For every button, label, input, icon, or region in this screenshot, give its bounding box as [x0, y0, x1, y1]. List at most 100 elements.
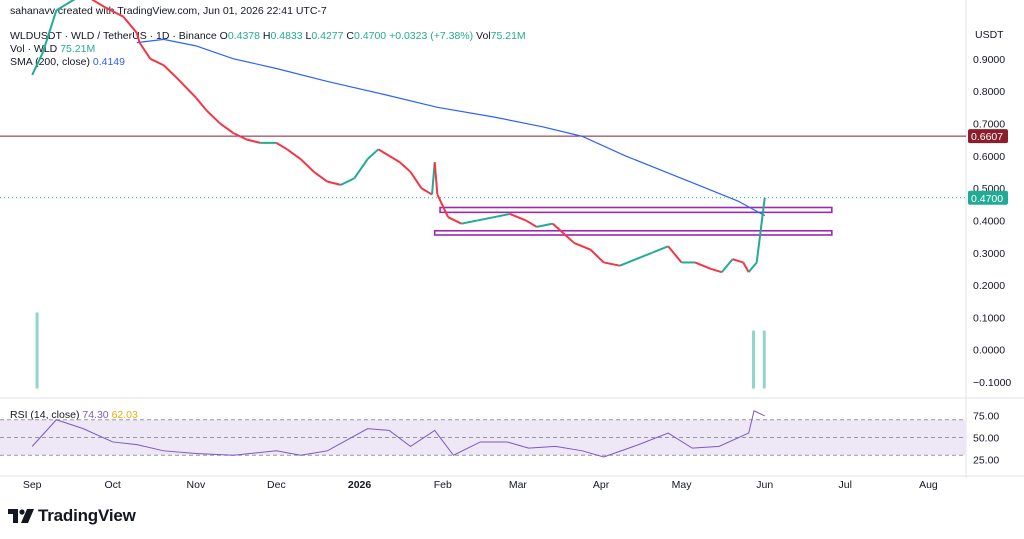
close-value: 0.4700: [354, 30, 387, 42]
low-label: L: [305, 30, 312, 42]
price-segment: [246, 138, 261, 144]
price-series-group: [31, 0, 766, 274]
price-segment: [651, 245, 669, 254]
rsi-lines: [31, 410, 765, 458]
vol-value: 75.21M: [490, 30, 526, 42]
price-tick-label: 0.6000: [973, 151, 1005, 163]
price-segment: [710, 267, 723, 274]
rsi-band: [0, 419, 966, 456]
time-tick-label: Feb: [434, 479, 452, 491]
price-tick-label: 0.9000: [973, 54, 1005, 66]
price-segment: [589, 248, 605, 264]
price-tick-label: 0.8000: [973, 86, 1005, 98]
price-tags: 0.6607 0.4700: [968, 129, 1008, 205]
last-price-tag-label: 0.4700: [971, 193, 1003, 205]
time-tick-label: 2026: [348, 479, 372, 491]
resistance-price-tag: [968, 129, 1008, 144]
price-segment: [477, 216, 494, 222]
rsi-value: 74.30: [82, 409, 109, 421]
price-tick-label: 0.7000: [973, 118, 1005, 130]
ohlc-legend: WLDUSDT · WLD / TetherUS · 1D · Binance …: [10, 30, 526, 42]
price-segment: [41, 9, 58, 53]
price-segment: [447, 216, 462, 225]
price-segment: [409, 171, 423, 189]
sma-label: SMA (200, close): [10, 56, 90, 68]
price-segment: [603, 261, 621, 267]
price-segment: [552, 222, 565, 235]
vol-label: Vol: [476, 30, 491, 42]
price-segment: [275, 141, 288, 151]
chart-credit: sahanavv created with TradingView.com, J…: [10, 5, 327, 17]
tradingview-logo-icon: [8, 509, 34, 523]
price-segment: [205, 109, 221, 125]
price-segment: [619, 258, 637, 267]
price-segment: [176, 77, 197, 99]
price-segment: [233, 132, 248, 141]
time-tick-label: Nov: [187, 479, 206, 491]
sma-value: 0.4149: [92, 56, 125, 68]
time-tick-label: Sep: [23, 479, 42, 491]
price-segment: [573, 242, 591, 251]
tradingview-logo-text: TradingView: [38, 506, 136, 525]
price-segment: [461, 219, 478, 225]
price-segment: [31, 51, 44, 76]
time-tick-label: Mar: [509, 479, 528, 491]
price-tick-label: 0.2000: [973, 280, 1005, 292]
open-label: O: [219, 30, 228, 42]
chart-borders: [0, 0, 1024, 478]
symbol-title[interactable]: WLDUSDT · WLD / TetherUS · 1D · Binance: [10, 30, 217, 42]
price-segment: [195, 96, 208, 112]
price-segment: [138, 42, 152, 60]
resistance-price-tag-label: 0.6607: [971, 131, 1003, 143]
price-axis: USDT0.90000.80000.70000.60000.50000.4000…: [973, 29, 1011, 389]
price-tick-label: 0.3000: [973, 248, 1005, 260]
price-segment: [747, 261, 758, 273]
time-axis: Sep Oct Nov Dec 2026 Feb Mar Apr May Jun Jul Aug: [23, 479, 938, 491]
price-tick-label: 0.1000: [973, 312, 1005, 324]
price-segment: [420, 187, 433, 196]
price-segment: [433, 162, 439, 195]
price-segment: [694, 261, 712, 270]
sma-line: [136, 38, 766, 217]
rsi-tick-label: 50.00: [973, 433, 999, 445]
high-label: H: [262, 30, 271, 42]
open-value: 0.4378: [227, 30, 260, 42]
price-segment: [313, 171, 328, 183]
price-zone-box: [433, 229, 833, 236]
time-tick-label: Dec: [267, 479, 286, 491]
sma-legend[interactable]: SMA (200, close) 0.4149: [10, 56, 125, 68]
price-segment: [536, 222, 553, 228]
price-segment: [149, 57, 165, 67]
last-price-tag: [968, 190, 1008, 205]
price-segment: [667, 245, 683, 264]
price-segment: [104, 6, 124, 18]
price-segment: [135, 32, 141, 43]
volume-indicator-value: 75.21M: [60, 43, 96, 55]
price-segment: [353, 158, 369, 179]
time-tick-label: Oct: [105, 479, 121, 491]
time-tick-label: Aug: [919, 479, 938, 491]
rsi-label: RSI (14, close): [10, 409, 80, 421]
price-segment: [562, 232, 575, 244]
price-segment: [90, 0, 106, 8]
volume-bars: [35, 312, 766, 389]
rsi-axis: 75.00 50.00 25.00: [973, 410, 999, 466]
price-segment: [436, 194, 450, 218]
price-segment: [286, 148, 302, 160]
change-value: +0.0323 (+7.38%): [389, 30, 474, 42]
price-segment: [755, 197, 766, 263]
price-segment: [122, 16, 138, 34]
price-segment: [327, 180, 342, 186]
price-segment: [399, 161, 412, 173]
price-segment: [388, 154, 401, 164]
rsi-legend[interactable]: RSI (14, close) 74.30 62.03: [10, 409, 138, 421]
price-segment: [732, 258, 744, 264]
price-tick-label: −0.1000: [973, 377, 1011, 389]
price-segment: [509, 213, 527, 222]
price-segment: [55, 0, 76, 12]
price-segment: [219, 122, 235, 134]
rsi-tick-label: 75.00: [973, 410, 999, 422]
time-tick-label: Jun: [756, 479, 773, 491]
tradingview-logo[interactable]: TradingView: [8, 506, 136, 526]
